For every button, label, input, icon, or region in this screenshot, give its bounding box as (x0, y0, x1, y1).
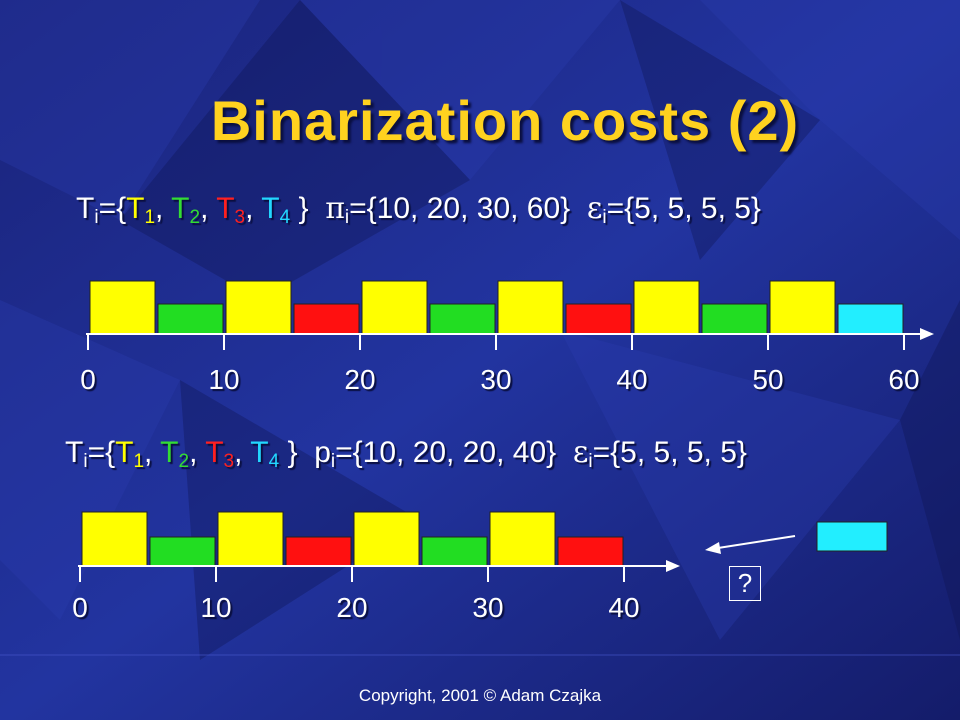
timeline-2-tick-label: 10 (200, 592, 231, 624)
timeline-2-tick-label: 30 (472, 592, 503, 624)
timeline-2-block-t1 (82, 512, 147, 566)
timeline-2-block-t3 (558, 537, 623, 566)
insert-arrowhead (705, 542, 721, 554)
timeline-2-block-t3 (286, 537, 351, 566)
timeline-2-block-t1 (354, 512, 419, 566)
timeline-2-tick-label: 0 (72, 592, 88, 624)
timeline-2-arrowhead (666, 560, 680, 572)
question-mark-box: ? (729, 566, 761, 601)
timeline-2-block-t1 (218, 512, 283, 566)
pending-task-t4-block (817, 522, 887, 551)
insert-arrow-line (718, 536, 795, 548)
timeline-2-block-t1 (490, 512, 555, 566)
timeline-2-tick-label: 20 (336, 592, 367, 624)
timeline-2-block-t2 (150, 537, 215, 566)
timeline-2-tick-label: 40 (608, 592, 639, 624)
timeline-2-block-t2 (422, 537, 487, 566)
copyright-footer: Copyright, 2001 © Adam Czajka (0, 686, 960, 706)
